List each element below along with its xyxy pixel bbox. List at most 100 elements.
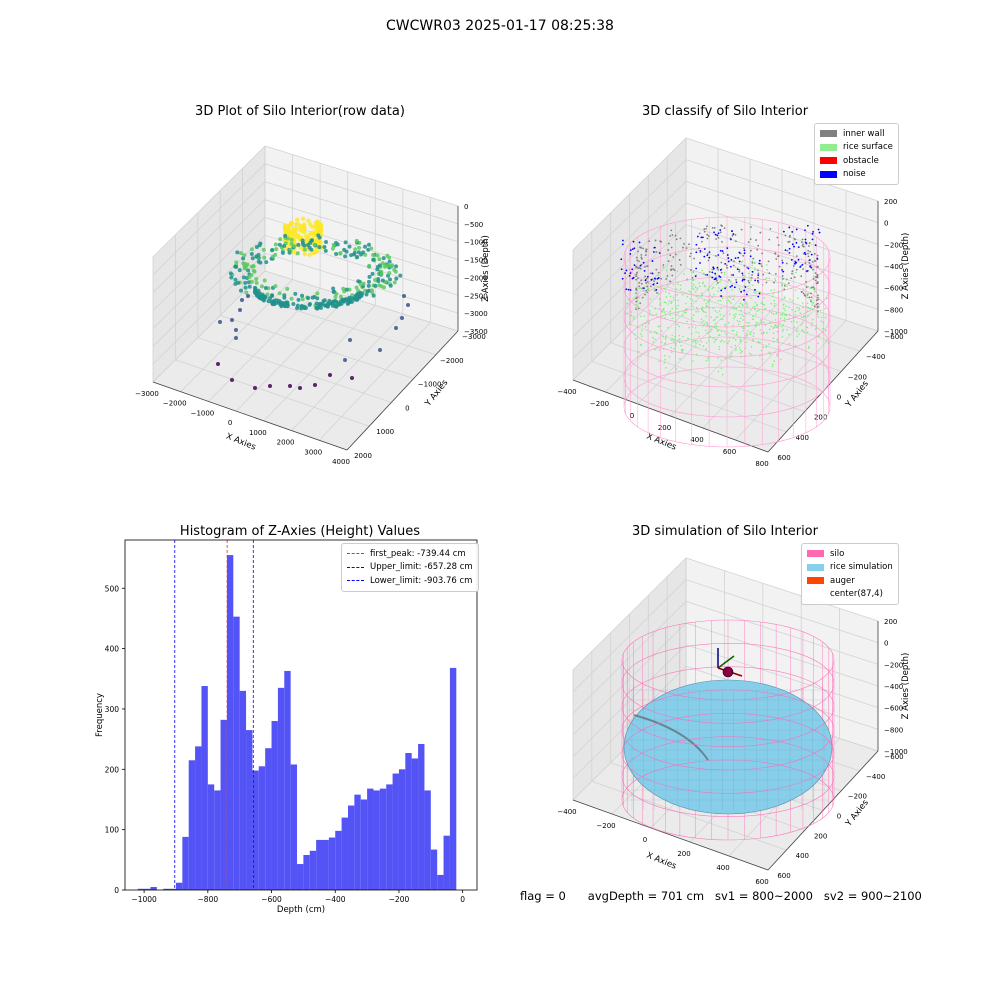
data-point <box>808 262 811 264</box>
data-point <box>734 257 737 260</box>
data-point <box>765 277 768 279</box>
data-point <box>781 284 783 287</box>
data-point <box>734 315 736 318</box>
data-point <box>808 259 811 261</box>
data-point <box>326 301 331 306</box>
data-point <box>644 265 646 268</box>
data-point <box>676 270 679 273</box>
data-point <box>771 365 774 368</box>
data-point <box>277 242 282 247</box>
data-point <box>282 243 287 248</box>
data-point <box>724 357 727 360</box>
data-point <box>658 298 661 301</box>
histogram-bar <box>175 882 183 890</box>
grid-line <box>152 163 459 276</box>
data-point <box>757 309 760 312</box>
data-point <box>645 289 648 292</box>
data-point <box>674 336 676 338</box>
data-point <box>671 338 674 340</box>
plot1-axes: −3000 −2000 −1000 0 1000 2000 3000 4000 2000 1000… <box>135 145 491 466</box>
data-point <box>816 273 819 276</box>
data-point <box>702 325 705 327</box>
data-point <box>653 280 655 283</box>
data-point <box>784 249 787 252</box>
data-point <box>755 323 757 326</box>
data-point <box>729 296 731 299</box>
data-point <box>258 241 263 246</box>
data-point <box>714 233 717 236</box>
data-point <box>352 252 357 257</box>
data-point <box>688 243 690 246</box>
data-point <box>809 307 812 310</box>
data-point <box>302 247 307 252</box>
silo-ring <box>621 643 835 724</box>
data-point <box>783 297 786 299</box>
data-point <box>802 292 805 295</box>
data-point <box>254 276 259 281</box>
data-point <box>813 287 816 289</box>
data-point <box>741 274 744 277</box>
data-point <box>331 299 336 304</box>
data-point <box>733 260 735 263</box>
data-point <box>773 326 775 328</box>
data-point <box>647 287 650 290</box>
data-point <box>635 256 638 259</box>
data-point <box>794 262 796 265</box>
data-point <box>338 251 343 256</box>
data-point <box>679 237 682 240</box>
data-point <box>738 287 741 290</box>
data-point <box>781 330 784 333</box>
data-point <box>747 279 750 282</box>
data-point <box>679 263 682 266</box>
data-point <box>366 279 371 284</box>
data-point <box>628 322 631 324</box>
data-point <box>273 284 278 289</box>
data-point <box>658 360 660 362</box>
data-point <box>692 305 694 308</box>
data-point <box>714 318 716 321</box>
x-tick-label: 400 <box>690 436 703 444</box>
silo-ring <box>621 736 835 817</box>
data-point <box>651 314 654 317</box>
data-point <box>293 222 299 227</box>
data-point <box>801 244 804 247</box>
data-point <box>762 284 764 286</box>
data-point <box>721 297 724 299</box>
data-point <box>263 285 268 290</box>
legend-label: Lower_limit: -903.76 cm <box>370 575 473 586</box>
data-point <box>717 299 720 302</box>
data-point <box>691 276 694 279</box>
data-point <box>640 256 643 259</box>
data-point <box>676 307 678 310</box>
data-point <box>668 292 670 295</box>
legend-label: rice surface <box>843 142 893 153</box>
data-point <box>801 329 804 332</box>
data-point <box>669 235 672 237</box>
data-point <box>657 325 660 328</box>
data-point <box>761 354 763 357</box>
histogram-bar <box>449 667 457 890</box>
grid-line <box>152 216 459 329</box>
data-point <box>741 303 744 306</box>
data-point <box>697 332 700 334</box>
data-point <box>333 304 338 309</box>
data-point <box>270 248 275 253</box>
data-point <box>364 292 369 297</box>
data-point <box>719 313 722 316</box>
data-point <box>723 315 725 317</box>
data-point <box>639 343 642 346</box>
data-point <box>807 245 810 247</box>
data-point <box>701 236 704 239</box>
data-point <box>804 238 807 241</box>
data-point <box>354 285 359 290</box>
x-tick-label: 0 <box>630 412 634 420</box>
data-point <box>693 339 695 342</box>
data-point <box>748 281 751 284</box>
data-point <box>772 341 775 343</box>
data-point <box>289 237 294 242</box>
data-point <box>763 308 765 311</box>
data-point <box>662 335 665 338</box>
data-point <box>746 303 748 306</box>
data-point <box>318 226 324 231</box>
x-tick-label: −1000 <box>191 409 215 417</box>
